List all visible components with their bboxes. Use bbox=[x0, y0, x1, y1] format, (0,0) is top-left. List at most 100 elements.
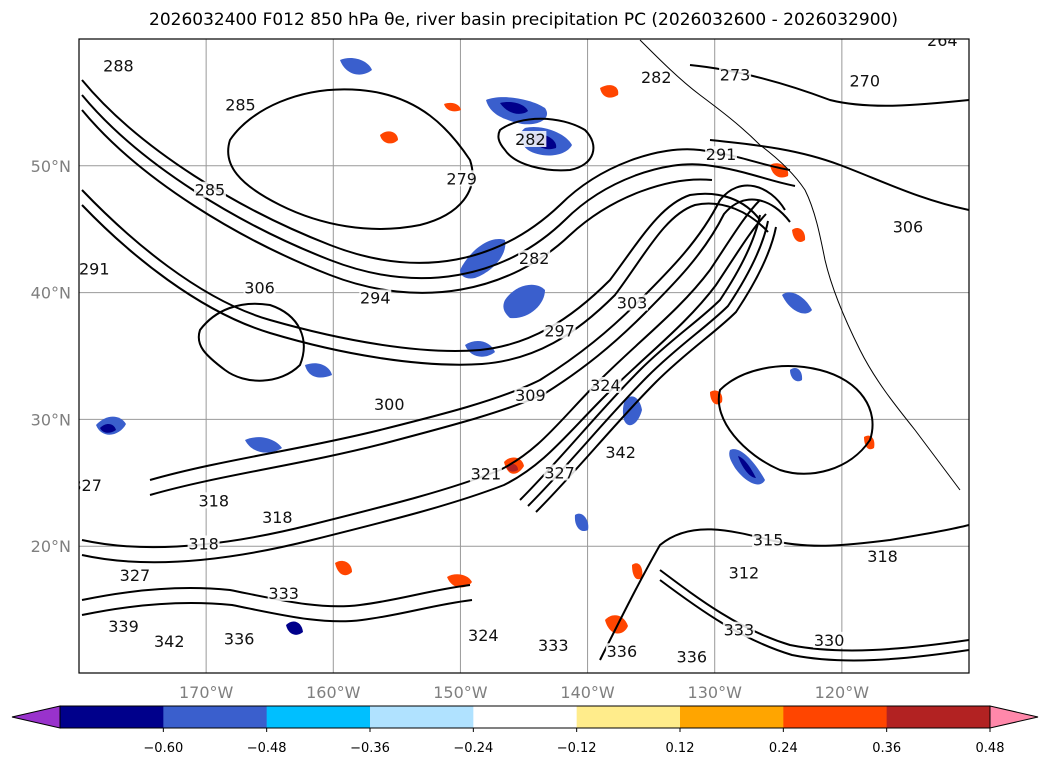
precip-patch bbox=[305, 363, 332, 378]
contour-label-bg bbox=[640, 68, 673, 85]
contour-label: 324 bbox=[468, 626, 499, 645]
contour-label-bg bbox=[79, 260, 111, 277]
contour-label-bg bbox=[604, 444, 637, 461]
contour-label: 342 bbox=[605, 443, 636, 462]
contour-labels: 288 285 279 282 282 282 273 270 264 291 285 306 306 2… bbox=[79, 31, 959, 666]
y-tick-label: 50°N bbox=[31, 157, 71, 176]
contour-label: 321 bbox=[471, 465, 502, 484]
contour-label-bg bbox=[848, 72, 881, 89]
contour-label-bg bbox=[813, 631, 846, 648]
contour-label: 282 bbox=[515, 130, 546, 149]
contour-label-bg bbox=[589, 376, 622, 393]
colorbar-tick-label: 0.36 bbox=[872, 741, 901, 756]
contour-label-bg bbox=[261, 508, 294, 525]
contour-label-bg bbox=[727, 564, 760, 581]
contour-label-bg bbox=[79, 477, 103, 494]
contour-line bbox=[197, 302, 305, 382]
contour-label: 342 bbox=[154, 632, 185, 651]
contour-line bbox=[81, 213, 767, 564]
contour-label: 294 bbox=[360, 288, 391, 307]
colorbar-swatch bbox=[473, 706, 578, 728]
precip-patch bbox=[622, 396, 642, 426]
precip-patch bbox=[503, 284, 545, 319]
contour-label-bg bbox=[243, 279, 276, 296]
precip-patch bbox=[632, 563, 643, 580]
contour-line bbox=[717, 365, 874, 475]
x-tick-label: 170°W bbox=[179, 683, 234, 702]
colorbar-extend-min bbox=[11, 705, 61, 729]
colorbar-swatch bbox=[680, 706, 784, 728]
contour-label: 330 bbox=[814, 631, 845, 650]
contour-label: 327 bbox=[120, 566, 151, 585]
precip-patch bbox=[100, 424, 116, 433]
map-frame bbox=[78, 38, 970, 674]
contour-label: 336 bbox=[607, 642, 638, 661]
contour-line bbox=[81, 189, 761, 352]
precip-patch bbox=[380, 131, 398, 144]
y-tick-label: 40°N bbox=[31, 284, 71, 303]
contour-label: 306 bbox=[893, 217, 924, 236]
contour-line bbox=[535, 226, 777, 513]
contour-label-bg bbox=[537, 636, 570, 653]
precip-patch bbox=[605, 615, 628, 634]
coastline-path bbox=[639, 39, 961, 491]
colorbar-tick-label: −0.24 bbox=[453, 741, 493, 756]
contour-label: 282 bbox=[641, 68, 672, 87]
precip-patch bbox=[335, 560, 352, 576]
contour-label: 264 bbox=[927, 31, 958, 50]
precip-patch bbox=[790, 368, 803, 382]
contour-label-bg bbox=[359, 289, 392, 306]
contour-label-bg bbox=[102, 57, 135, 74]
contour-label-bg bbox=[197, 492, 230, 509]
contour-label: 285 bbox=[225, 96, 256, 115]
contour-label-bg bbox=[267, 584, 300, 601]
contour-label-bg bbox=[153, 633, 186, 650]
contour-line bbox=[497, 117, 595, 172]
precip-patch bbox=[444, 102, 461, 112]
contour-line bbox=[81, 109, 713, 294]
contour-label-bg bbox=[752, 531, 785, 548]
colorbar-tick-label: 0.48 bbox=[976, 741, 1005, 756]
contour-label: 333 bbox=[538, 636, 569, 655]
contour-label-bg bbox=[719, 66, 752, 83]
contour-label-bg bbox=[514, 387, 547, 404]
colorbar bbox=[11, 705, 1039, 729]
precip-patch bbox=[500, 101, 528, 114]
contour-line bbox=[149, 198, 791, 496]
contour-label-bg bbox=[223, 630, 256, 647]
contour-label: 336 bbox=[677, 647, 708, 666]
contour-label: 318 bbox=[867, 547, 898, 566]
contour-label: 318 bbox=[262, 508, 293, 527]
contour-line bbox=[81, 584, 471, 608]
colorbar-tick-label: −0.48 bbox=[247, 741, 287, 756]
contour-label: 336 bbox=[224, 630, 255, 649]
contour-label: 315 bbox=[753, 531, 784, 550]
contour-label-bg bbox=[675, 648, 708, 665]
colorbar-swatch bbox=[576, 706, 681, 728]
contour-label-bg bbox=[514, 130, 547, 147]
y-tick-label: 20°N bbox=[31, 537, 71, 556]
x-tick-label: 140°W bbox=[560, 683, 615, 702]
colorbar-tick-label: −0.60 bbox=[143, 741, 183, 756]
contour-label: 309 bbox=[515, 386, 546, 405]
contour-line bbox=[519, 214, 761, 501]
contour-label: 333 bbox=[724, 621, 755, 640]
contour-label: 273 bbox=[720, 65, 751, 84]
precip-patch bbox=[447, 574, 472, 588]
contour-label: 339 bbox=[108, 617, 139, 636]
contour-line bbox=[659, 579, 969, 662]
contour-label-bg bbox=[373, 395, 406, 412]
contour-label: 306 bbox=[244, 278, 275, 297]
y-tick-label: 30°N bbox=[31, 410, 71, 429]
colorbar-swatch bbox=[266, 706, 371, 728]
contour-label: 282 bbox=[519, 249, 550, 268]
colorbar-swatch bbox=[60, 706, 164, 728]
contour-label: 297 bbox=[544, 321, 575, 340]
colorbar-swatch bbox=[370, 706, 474, 728]
contour-label: 303 bbox=[617, 294, 648, 313]
chart-title: 2026032400 F012 850 hPa θe, river basin … bbox=[149, 10, 898, 30]
x-tick-label: 150°W bbox=[433, 683, 488, 702]
contour-label: 300 bbox=[374, 395, 405, 414]
contour-label: 324 bbox=[590, 376, 621, 395]
contour-label-bg bbox=[107, 617, 140, 634]
